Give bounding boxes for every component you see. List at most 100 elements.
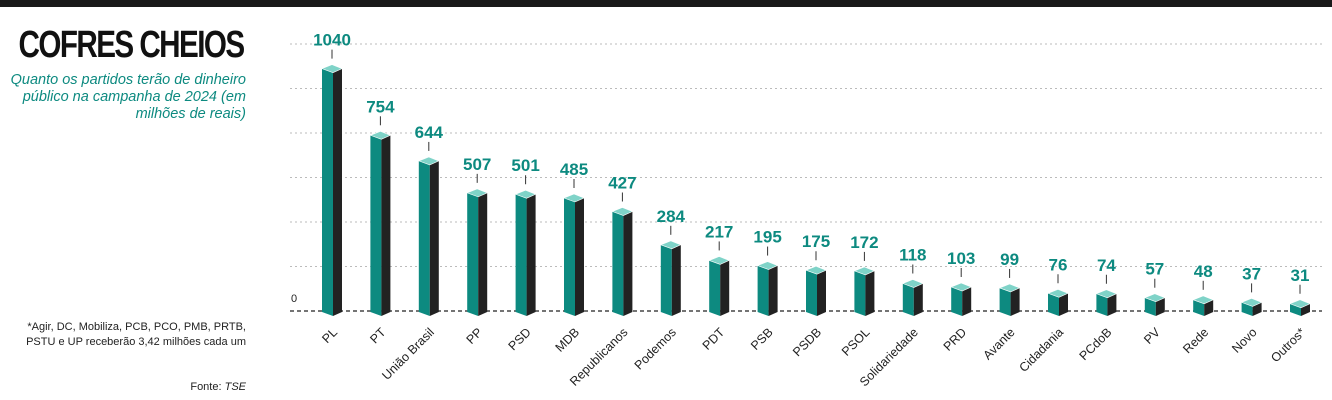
- bar-top-face: [853, 266, 876, 276]
- value-label: 507: [463, 155, 491, 174]
- value-label: 644: [415, 123, 444, 142]
- bar-front-face: [854, 270, 866, 316]
- category-label: Rede: [1180, 325, 1211, 356]
- bar-front-face: [1193, 299, 1205, 316]
- bar-side-face: [962, 286, 972, 316]
- bar-side-face: [1252, 302, 1262, 316]
- category-label: Outros*: [1268, 325, 1308, 365]
- category-label: PP: [464, 325, 486, 347]
- bar-side-face: [1059, 293, 1068, 316]
- chart-subtitle: Quanto os partidos terão de dinheiro púb…: [10, 72, 246, 122]
- bar-top-face: [1192, 295, 1214, 305]
- bar-side-face: [526, 194, 536, 316]
- source-label: Fonte:: [190, 381, 222, 393]
- bar-front-face: [467, 192, 479, 316]
- bar-side-face: [817, 270, 826, 316]
- source-name: TSE: [224, 381, 246, 393]
- category-label: PSB: [748, 325, 776, 353]
- category-label: PSD: [506, 325, 534, 353]
- value-label: 427: [608, 173, 636, 192]
- bar-front-face: [1241, 302, 1253, 316]
- bar-top-face: [1047, 288, 1069, 298]
- bar-front-face: [757, 265, 769, 316]
- value-label: 57: [1145, 260, 1164, 279]
- source: Fonte: TSE: [0, 381, 246, 393]
- bar-side-face: [623, 211, 633, 316]
- bar-side-face: [913, 283, 923, 316]
- value-label: 37: [1242, 264, 1261, 283]
- category-label: PCdoB: [1077, 325, 1115, 363]
- bar-front-face: [1048, 293, 1059, 316]
- bar-top-face: [1289, 299, 1311, 309]
- chart-title: COFRES CHEIOS: [18, 24, 246, 66]
- category-label: Podemos: [632, 325, 679, 372]
- bar-side-face: [720, 260, 730, 316]
- bar-side-face: [333, 68, 342, 316]
- category-label: PSOL: [839, 325, 873, 359]
- bar-front-face: [418, 160, 430, 316]
- bar-side-face: [381, 135, 391, 316]
- bar-front-face: [515, 194, 527, 316]
- value-label: 501: [511, 156, 539, 175]
- category-label: Cidadania: [1016, 325, 1066, 375]
- value-label: 74: [1097, 256, 1116, 275]
- value-label: 103: [947, 249, 975, 268]
- bar-top-face: [998, 283, 1021, 293]
- bar-front-face: [709, 260, 721, 316]
- category-label: PDT: [700, 325, 728, 353]
- category-label: PT: [367, 325, 388, 346]
- bar-side-face: [1155, 297, 1165, 316]
- bar-side-face: [1107, 293, 1117, 316]
- value-label: 175: [802, 232, 830, 251]
- value-label: 217: [705, 222, 733, 241]
- bar-front-face: [1096, 293, 1108, 316]
- bar-top-face: [1143, 293, 1166, 303]
- top-rule: [0, 0, 1332, 7]
- bar-top-face: [659, 240, 682, 250]
- bar-top-face: [417, 156, 440, 166]
- bar-top-face: [805, 265, 827, 275]
- value-label: 31: [1291, 266, 1310, 285]
- category-label: União Brasil: [379, 325, 437, 383]
- bar-top-face: [1240, 298, 1263, 307]
- bar-top-face: [611, 207, 634, 216]
- bar-side-face: [865, 270, 875, 316]
- bar-side-face: [575, 197, 584, 316]
- bar-front-face: [322, 68, 333, 316]
- category-label: Novo: [1229, 325, 1260, 356]
- bar-top-face: [563, 193, 585, 203]
- value-label: 76: [1049, 255, 1068, 274]
- bar-front-face: [612, 211, 624, 316]
- category-label: MDB: [553, 325, 583, 355]
- bar-top-face: [466, 188, 488, 198]
- category-label: PSDB: [790, 325, 824, 359]
- value-label: 195: [753, 228, 781, 247]
- bar-top-face: [321, 64, 343, 73]
- bar-front-face: [999, 287, 1011, 316]
- y-tick-label: 0: [291, 293, 297, 305]
- value-label: 118: [899, 246, 926, 265]
- bar-side-face: [429, 160, 439, 316]
- bar-front-face: [564, 197, 575, 316]
- value-label: 754: [366, 97, 395, 116]
- bar-top-face: [1095, 289, 1118, 299]
- category-label: Avante: [980, 325, 1017, 362]
- bar-side-face: [478, 192, 488, 316]
- bar-top-face: [756, 261, 779, 270]
- value-label: 1040: [313, 31, 351, 50]
- bar-front-face: [1144, 297, 1156, 316]
- bar-front-face: [806, 270, 817, 316]
- bar-top-face: [950, 282, 972, 292]
- bar-front-face: [370, 135, 382, 316]
- bar-front-face: [660, 244, 672, 316]
- bar-top-face: [369, 130, 392, 140]
- bar-side-face: [671, 244, 681, 316]
- bar-top-face: [708, 256, 730, 265]
- bar-front-face: [951, 286, 963, 316]
- bar-side-face: [1204, 299, 1214, 316]
- footnote: *Agir, DC, Mobiliza, PCB, PCO, PMB, PRTB…: [26, 321, 246, 348]
- bar-front-face: [902, 283, 914, 316]
- bar-side-face: [1010, 287, 1020, 316]
- category-label: PV: [1141, 325, 1163, 347]
